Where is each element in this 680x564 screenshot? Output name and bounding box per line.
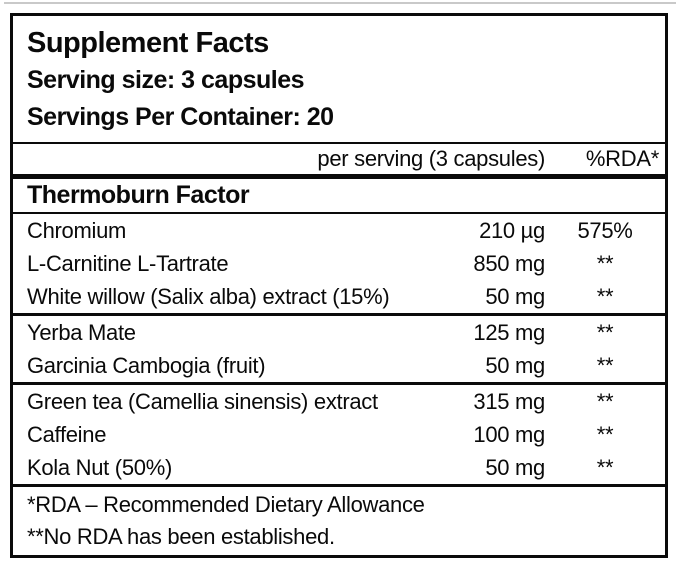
divider-group-1-2 — [13, 313, 665, 316]
ingredient-name: Green tea (Camellia sinensis) extract — [27, 388, 378, 414]
footnotes: *RDA – Recommended Dietary Allowance **N… — [13, 487, 665, 555]
serving-size-line: Serving size: 3 capsules — [27, 66, 305, 94]
ingredient-rda: ** — [596, 319, 614, 345]
ingredient-rda: ** — [596, 421, 614, 447]
ingredient-rda: ** — [596, 454, 614, 480]
ingredient-amount: 850 mg — [473, 250, 545, 276]
column-header-rda: %RDA* — [585, 146, 659, 171]
ingredient-name: Kola Nut (50%) — [27, 454, 172, 480]
section-title-thermoburn-factor: Thermoburn Factor — [27, 181, 250, 209]
ingredient-rda: 575% — [577, 217, 633, 243]
panel-title: Supplement Facts — [27, 27, 269, 59]
ingredient-amount: 50 mg — [485, 454, 545, 480]
ingredient-amount: 315 mg — [473, 388, 545, 414]
ingredient-group-2: Yerba Mate 125 mg ** Garcinia Cambogia (… — [13, 316, 665, 382]
ingredient-rda: ** — [596, 352, 614, 378]
ingredient-amount: 210 µg — [479, 217, 545, 243]
ingredient-row-garcinia: Garcinia Cambogia (fruit) 50 mg ** — [13, 349, 665, 382]
servings-per-container-line: Servings Per Container: 20 — [27, 103, 334, 131]
divider-below-column-headers — [13, 174, 665, 179]
scan-edge-artifact-line — [4, 2, 676, 4]
ingredient-name: Chromium — [27, 217, 127, 243]
ingredient-rda: ** — [596, 388, 614, 414]
ingredient-row-white-willow: White willow (Salix alba) extract (15%) … — [13, 280, 665, 313]
column-header-row: per serving (3 capsules) %RDA* — [13, 144, 665, 174]
supplement-facts-panel: Supplement Facts Serving size: 3 capsule… — [10, 13, 668, 558]
ingredient-row-l-carnitine: L-Carnitine L-Tartrate 850 mg ** — [13, 247, 665, 280]
ingredient-amount: 100 mg — [473, 421, 545, 447]
ingredient-rda: ** — [596, 250, 614, 276]
divider-above-footnotes — [13, 484, 665, 487]
ingredient-row-caffeine: Caffeine 100 mg ** — [13, 418, 665, 451]
ingredient-row-yerba-mate: Yerba Mate 125 mg ** — [13, 316, 665, 349]
ingredient-amount: 50 mg — [485, 283, 545, 309]
ingredient-name: L-Carnitine L-Tartrate — [27, 250, 229, 276]
ingredient-group-1: Chromium 210 µg 575% L-Carnitine L-Tartr… — [13, 214, 665, 313]
divider-below-header — [13, 142, 665, 144]
ingredient-name: Caffeine — [27, 421, 107, 447]
ingredient-group-3: Green tea (Camellia sinensis) extract 31… — [13, 385, 665, 484]
panel-header: Supplement Facts Serving size: 3 capsule… — [13, 16, 665, 142]
footnote-rda: *RDA – Recommended Dietary Allowance — [27, 492, 425, 517]
ingredient-name: White willow (Salix alba) extract (15%) — [27, 283, 390, 309]
ingredient-row-chromium: Chromium 210 µg 575% — [13, 214, 665, 247]
footnote-no-rda: **No RDA has been established. — [27, 524, 335, 549]
ingredient-amount: 50 mg — [485, 352, 545, 378]
ingredient-name: Yerba Mate — [27, 319, 136, 345]
ingredient-amount: 125 mg — [473, 319, 545, 345]
column-header-per-serving: per serving (3 capsules) — [317, 146, 545, 171]
divider-group-2-3 — [13, 382, 665, 385]
ingredient-rda: ** — [596, 283, 614, 309]
ingredient-row-green-tea: Green tea (Camellia sinensis) extract 31… — [13, 385, 665, 418]
ingredient-name: Garcinia Cambogia (fruit) — [27, 352, 266, 378]
divider-below-section-title — [13, 212, 665, 214]
ingredient-row-kola-nut: Kola Nut (50%) 50 mg ** — [13, 451, 665, 484]
